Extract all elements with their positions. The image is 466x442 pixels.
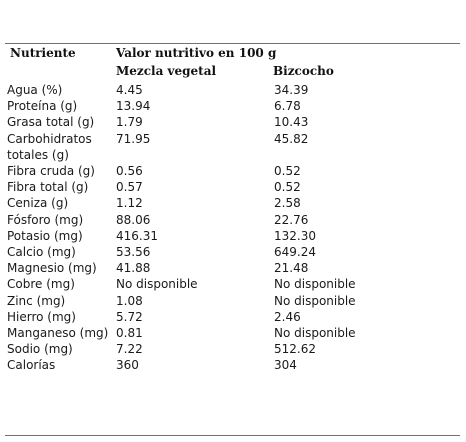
table-row: Agua (%) 4.45 34.39 — [7, 82, 457, 98]
bizcocho-value-cell: 45.82 — [274, 131, 309, 146]
mezcla-value-cell: 360 — [116, 358, 139, 373]
bizcocho-value-cell: 649.24 — [274, 245, 316, 260]
table-row: Zinc (mg) 1.08 No disponible — [7, 293, 457, 309]
mezcla-value-cell: 0.56 — [116, 164, 143, 179]
table-row: Ceniza (g) 1.12 2.58 — [7, 195, 457, 211]
nutrient-name-cell: Fibra cruda (g) — [7, 164, 95, 179]
mezcla-value-cell: 416.31 — [116, 228, 158, 243]
table-bottom-rule — [5, 435, 460, 436]
table-row: Calorías 360 304 — [7, 357, 457, 373]
bizcocho-value-cell: 22.76 — [274, 212, 309, 227]
table-row: Magnesio (mg) 41.88 21.48 — [7, 260, 457, 276]
bizcocho-value-cell: 0.52 — [274, 164, 301, 179]
table-row: Proteína (g) 13.94 6.78 — [7, 98, 457, 114]
mezcla-value-cell: 7.22 — [116, 342, 143, 357]
bizcocho-value-cell: 6.78 — [274, 99, 301, 114]
nutrient-name-cell: Cobre (mg) — [7, 277, 75, 292]
mezcla-value-cell: 88.06 — [116, 212, 151, 227]
table-row: Fibra total (g) 0.57 0.52 — [7, 179, 457, 195]
nutrient-name-cell: Manganeso (mg) — [7, 326, 109, 341]
nutrient-name-cell: Sodio (mg) — [7, 342, 73, 357]
nutrient-name-cell: Potasio (mg) — [7, 228, 83, 243]
bizcocho-value-cell: 0.52 — [274, 180, 301, 195]
table-row: Fibra cruda (g) 0.56 0.52 — [7, 163, 457, 179]
table-row: Hierro (mg) 5.72 2.46 — [7, 309, 457, 325]
nutrition-table: Agua (%) 4.45 34.39 Proteína (g) 13.94 6.78 Gr… — [7, 82, 457, 374]
bizcocho-value-cell: 304 — [274, 358, 297, 373]
header-col-mezcla: Mezcla vegetal — [116, 64, 217, 78]
nutrient-name-cell: Grasa total (g) — [7, 115, 95, 130]
table-top-rule — [5, 43, 460, 44]
bizcocho-value-cell: 132.30 — [274, 228, 316, 243]
mezcla-value-cell: 53.56 — [116, 245, 151, 260]
nutrient-name-cell: Ceniza (g) — [7, 196, 69, 211]
bizcocho-value-cell: 34.39 — [274, 83, 309, 97]
bizcocho-value-cell: 21.48 — [274, 261, 309, 276]
mezcla-value-cell: No disponible — [116, 277, 198, 292]
bizcocho-value-cell: 2.58 — [274, 196, 301, 211]
mezcla-value-cell: 0.81 — [116, 326, 143, 341]
bizcocho-value-cell: No disponible — [274, 293, 356, 308]
nutrient-name-cell: Zinc (mg) — [7, 293, 66, 308]
mezcla-value-cell: 0.57 — [116, 180, 143, 195]
nutrient-name-cell: Hierro (mg) — [7, 309, 76, 324]
mezcla-value-cell: 5.72 — [116, 309, 143, 324]
nutrient-name-cell: Agua (%) — [7, 83, 63, 97]
header-nutrient: Nutriente — [10, 46, 76, 60]
nutrient-name-cell: Fibra total (g) — [7, 180, 89, 195]
nutrition-table-body: Agua (%) 4.45 34.39 Proteína (g) 13.94 6.78 Gr… — [7, 82, 457, 374]
table-row: Sodio (mg) 7.22 512.62 — [7, 341, 457, 357]
mezcla-value-cell: 71.95 — [116, 131, 151, 146]
mezcla-value-cell: 13.94 — [116, 99, 151, 114]
table-row: Cobre (mg) No disponible No disponible — [7, 276, 457, 292]
table-row: Potasio (mg) 416.31 132.30 — [7, 228, 457, 244]
table-row: Calcio (mg) 53.56 649.24 — [7, 244, 457, 260]
mezcla-value-cell: 1.08 — [116, 293, 143, 308]
nutrient-name-cell: Proteína (g) — [7, 99, 78, 114]
nutrient-name-cell: Magnesio (mg) — [7, 261, 97, 276]
header-col-bizcocho: Bizcocho — [273, 64, 334, 78]
mezcla-value-cell: 41.88 — [116, 261, 151, 276]
nutrient-name-cell: Carbohidratos totales (g) — [7, 131, 92, 162]
bizcocho-value-cell: No disponible — [274, 326, 356, 341]
bizcocho-value-cell: 512.62 — [274, 342, 316, 357]
nutrient-name-cell: Fósforo (mg) — [7, 212, 84, 227]
table-row: Grasa total (g) 1.79 10.43 — [7, 114, 457, 130]
nutrient-name-cell: Calorías — [7, 358, 56, 373]
table-row: Manganeso (mg) 0.81 No disponible — [7, 325, 457, 341]
header-value: Valor nutritivo en 100 g — [116, 46, 277, 60]
bizcocho-value-cell: No disponible — [274, 277, 356, 292]
nutrient-name-cell: Calcio (mg) — [7, 245, 76, 260]
bizcocho-value-cell: 10.43 — [274, 115, 309, 130]
table-row: Carbohidratos totales (g) 71.95 45.82 — [7, 131, 457, 163]
bizcocho-value-cell: 2.46 — [274, 309, 301, 324]
mezcla-value-cell: 1.79 — [116, 115, 143, 130]
table-row: Fósforo (mg) 88.06 22.76 — [7, 212, 457, 228]
mezcla-value-cell: 4.45 — [116, 83, 143, 97]
mezcla-value-cell: 1.12 — [116, 196, 143, 211]
